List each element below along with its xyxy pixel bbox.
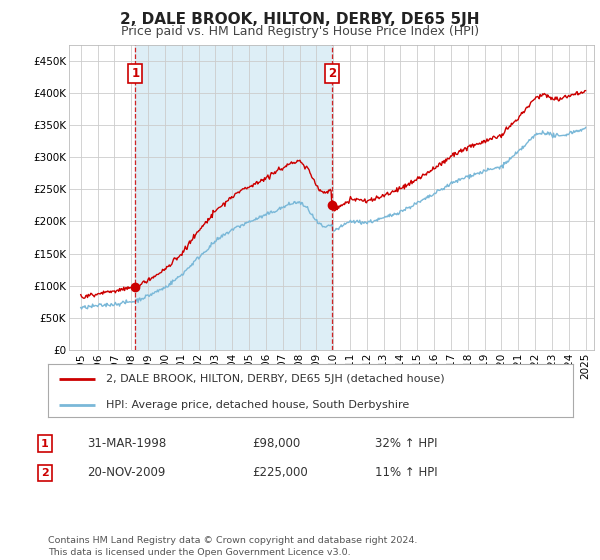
Text: 2, DALE BROOK, HILTON, DERBY, DE65 5JH: 2, DALE BROOK, HILTON, DERBY, DE65 5JH — [120, 12, 480, 27]
Text: £225,000: £225,000 — [252, 466, 308, 479]
Text: 20-NOV-2009: 20-NOV-2009 — [87, 466, 166, 479]
Text: 2, DALE BROOK, HILTON, DERBY, DE65 5JH (detached house): 2, DALE BROOK, HILTON, DERBY, DE65 5JH (… — [106, 374, 445, 384]
Text: £98,000: £98,000 — [252, 437, 300, 450]
Text: 2: 2 — [328, 67, 336, 80]
Bar — [136, 45, 332, 350]
Text: 32% ↑ HPI: 32% ↑ HPI — [375, 437, 437, 450]
Text: 2: 2 — [41, 468, 49, 478]
Text: Contains HM Land Registry data © Crown copyright and database right 2024.
This d: Contains HM Land Registry data © Crown c… — [48, 536, 418, 557]
Text: 1: 1 — [131, 67, 140, 80]
Text: HPI: Average price, detached house, South Derbyshire: HPI: Average price, detached house, Sout… — [106, 400, 409, 410]
Text: 11% ↑ HPI: 11% ↑ HPI — [375, 466, 437, 479]
Text: 31-MAR-1998: 31-MAR-1998 — [87, 437, 166, 450]
Text: 1: 1 — [41, 438, 49, 449]
Text: Price paid vs. HM Land Registry's House Price Index (HPI): Price paid vs. HM Land Registry's House … — [121, 25, 479, 38]
